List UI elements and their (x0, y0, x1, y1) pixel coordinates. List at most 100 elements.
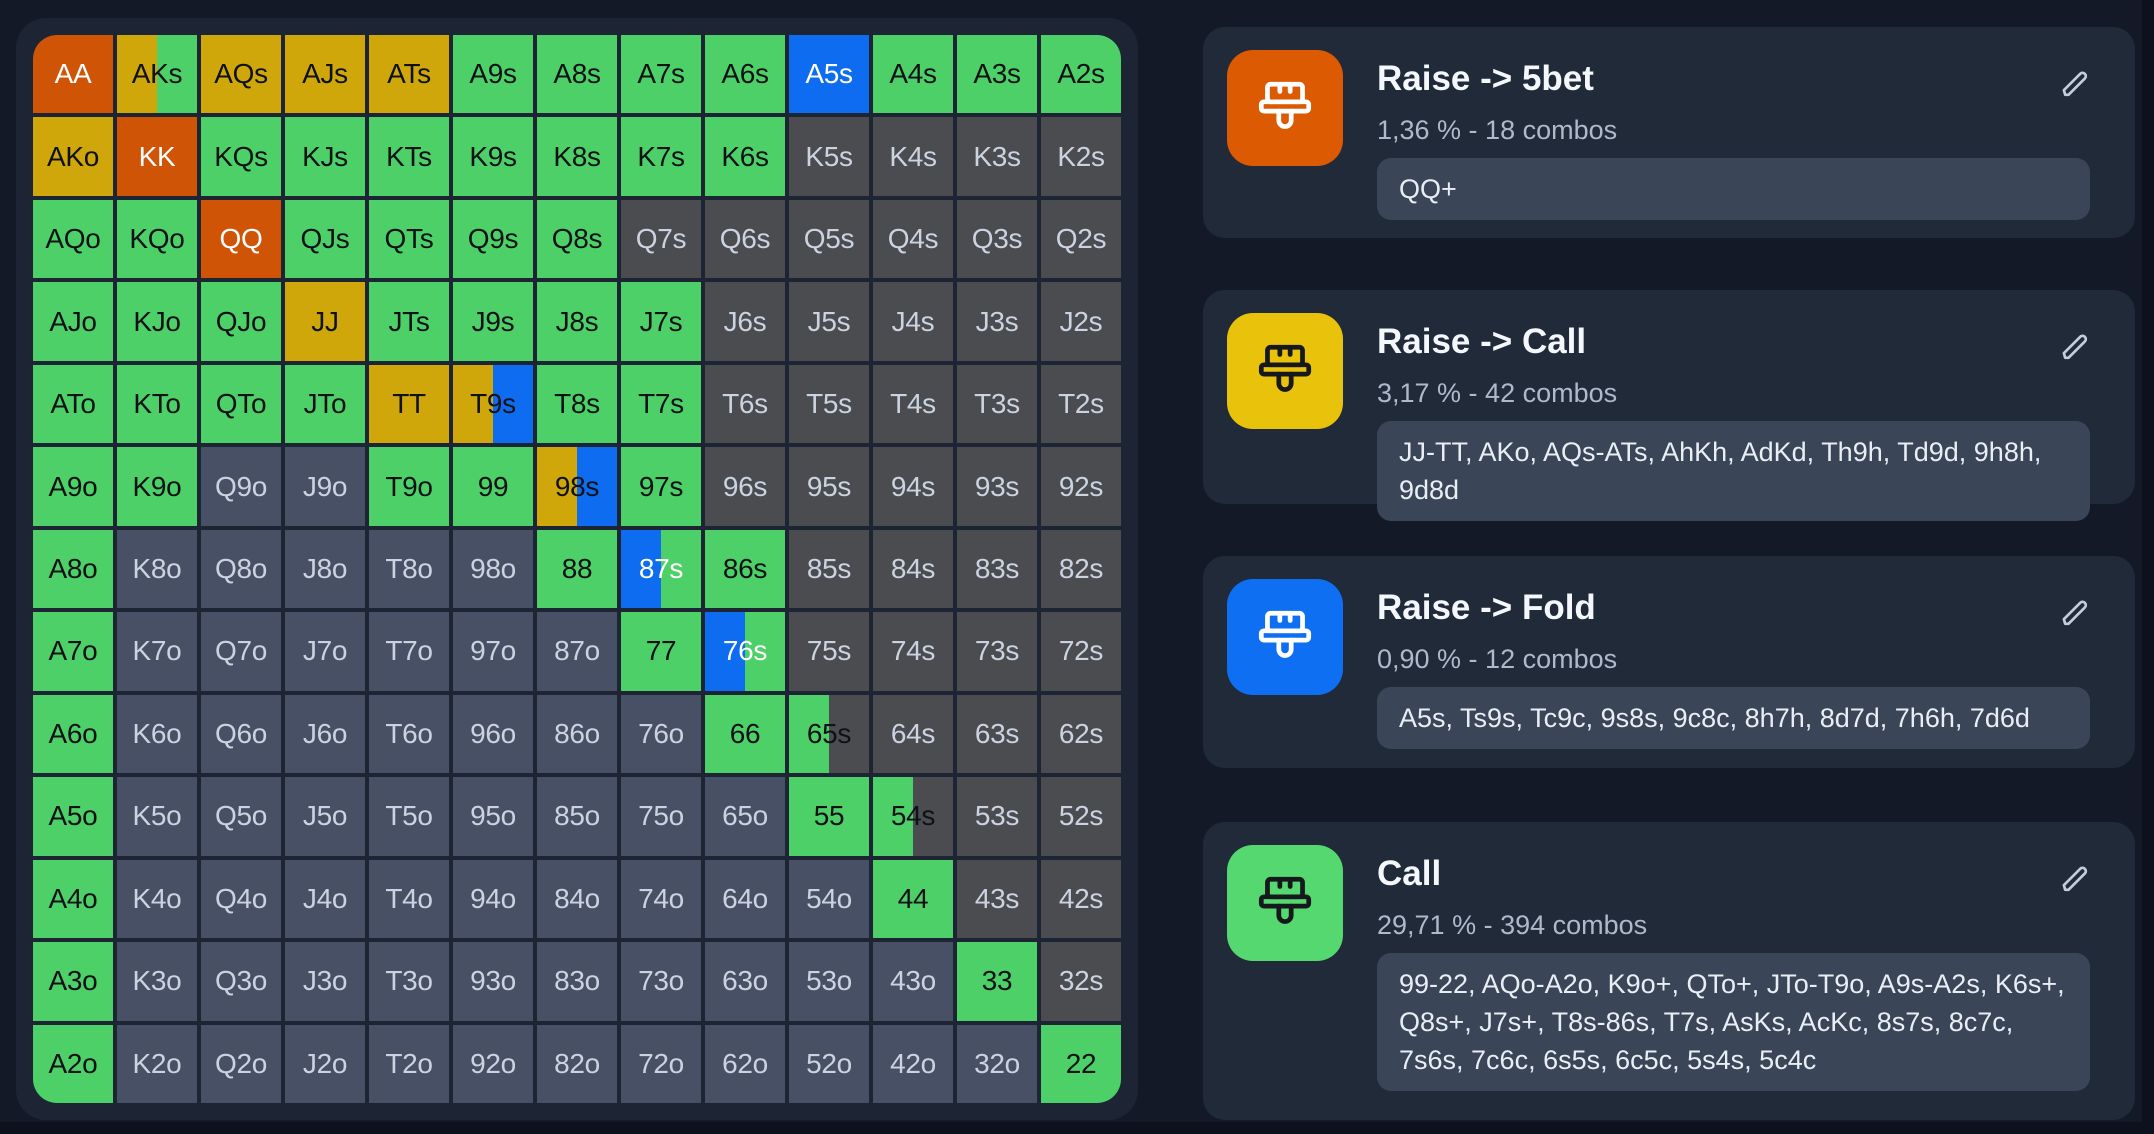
grid-cell-Q2s[interactable]: Q2s (1041, 199, 1121, 279)
grid-cell-54s[interactable]: 54s (873, 777, 953, 856)
edit-pencil-icon[interactable] (2055, 858, 2091, 894)
grid-cell-94s[interactable]: 94s (873, 447, 953, 526)
grid-cell-98o[interactable]: 98o (453, 529, 533, 609)
grid-cell-86o[interactable]: 86o (537, 694, 617, 774)
grid-cell-A3s[interactable]: A3s (957, 35, 1037, 114)
grid-cell-Q8s[interactable]: Q8s (537, 199, 617, 279)
grid-cell-43s[interactable]: 43s (957, 859, 1037, 939)
grid-cell-J4o[interactable]: J4o (285, 859, 365, 939)
grid-cell-96s[interactable]: 96s (705, 447, 785, 526)
grid-cell-74s[interactable]: 74s (873, 612, 953, 691)
grid-cell-83o[interactable]: 83o (537, 942, 617, 1021)
grid-cell-97o[interactable]: 97o (453, 612, 533, 691)
grid-cell-52s[interactable]: 52s (1041, 777, 1121, 856)
grid-cell-J9o[interactable]: J9o (285, 447, 365, 526)
grid-cell-J8s[interactable]: J8s (537, 282, 617, 361)
grid-cell-J4s[interactable]: J4s (873, 282, 953, 361)
paint-brush-button[interactable] (1227, 579, 1343, 695)
grid-cell-95s[interactable]: 95s (789, 447, 869, 526)
grid-cell-72o[interactable]: 72o (621, 1024, 701, 1103)
grid-cell-A7o[interactable]: A7o (33, 612, 113, 691)
grid-cell-96o[interactable]: 96o (453, 694, 533, 774)
grid-cell-87o[interactable]: 87o (537, 612, 617, 691)
grid-cell-KJo[interactable]: KJo (117, 282, 197, 361)
grid-cell-J3o[interactable]: J3o (285, 942, 365, 1021)
grid-cell-77[interactable]: 77 (621, 612, 701, 691)
grid-cell-Q5o[interactable]: Q5o (201, 777, 281, 856)
grid-cell-JTo[interactable]: JTo (285, 364, 365, 444)
grid-cell-J5s[interactable]: J5s (789, 282, 869, 361)
grid-cell-K8o[interactable]: K8o (117, 529, 197, 609)
grid-cell-72s[interactable]: 72s (1041, 612, 1121, 691)
grid-cell-AQo[interactable]: AQo (33, 199, 113, 279)
grid-cell-74o[interactable]: 74o (621, 859, 701, 939)
grid-cell-KJs[interactable]: KJs (285, 117, 365, 196)
grid-cell-42s[interactable]: 42s (1041, 859, 1121, 939)
grid-cell-A6o[interactable]: A6o (33, 694, 113, 774)
grid-cell-T4o[interactable]: T4o (369, 859, 449, 939)
grid-cell-64o[interactable]: 64o (705, 859, 785, 939)
grid-cell-A8o[interactable]: A8o (33, 529, 113, 609)
grid-cell-QJo[interactable]: QJo (201, 282, 281, 361)
grid-cell-T6o[interactable]: T6o (369, 694, 449, 774)
grid-cell-T9o[interactable]: T9o (369, 447, 449, 526)
grid-cell-A2o[interactable]: A2o (33, 1024, 113, 1103)
grid-cell-Q9s[interactable]: Q9s (453, 199, 533, 279)
action-range-tag[interactable]: 99-22, AQo-A2o, K9o+, QTo+, JTo-T9o, A9s… (1377, 953, 2090, 1091)
grid-cell-Q7o[interactable]: Q7o (201, 612, 281, 691)
grid-cell-K2s[interactable]: K2s (1041, 117, 1121, 196)
grid-cell-22[interactable]: 22 (1041, 1024, 1121, 1103)
grid-cell-44[interactable]: 44 (873, 859, 953, 939)
grid-cell-AA[interactable]: AA (33, 35, 113, 114)
grid-cell-A5o[interactable]: A5o (33, 777, 113, 856)
grid-cell-J5o[interactable]: J5o (285, 777, 365, 856)
action-range-tag[interactable]: QQ+ (1377, 158, 2090, 220)
grid-cell-QJs[interactable]: QJs (285, 199, 365, 279)
grid-cell-T6s[interactable]: T6s (705, 364, 785, 444)
grid-cell-K4o[interactable]: K4o (117, 859, 197, 939)
grid-cell-AQs[interactable]: AQs (201, 35, 281, 114)
grid-cell-A4o[interactable]: A4o (33, 859, 113, 939)
grid-cell-52o[interactable]: 52o (789, 1024, 869, 1103)
grid-cell-J2s[interactable]: J2s (1041, 282, 1121, 361)
grid-cell-84s[interactable]: 84s (873, 529, 953, 609)
grid-cell-88[interactable]: 88 (537, 529, 617, 609)
grid-cell-K4s[interactable]: K4s (873, 117, 953, 196)
grid-cell-A6s[interactable]: A6s (705, 35, 785, 114)
grid-cell-A4s[interactable]: A4s (873, 35, 953, 114)
grid-cell-98s[interactable]: 98s (537, 447, 617, 526)
grid-cell-T9s[interactable]: T9s (453, 364, 533, 444)
grid-cell-J9s[interactable]: J9s (453, 282, 533, 361)
grid-cell-73o[interactable]: 73o (621, 942, 701, 1021)
grid-cell-94o[interactable]: 94o (453, 859, 533, 939)
grid-cell-83s[interactable]: 83s (957, 529, 1037, 609)
grid-cell-K5s[interactable]: K5s (789, 117, 869, 196)
grid-cell-KK[interactable]: KK (117, 117, 197, 196)
grid-cell-66[interactable]: 66 (705, 694, 785, 774)
grid-cell-75s[interactable]: 75s (789, 612, 869, 691)
grid-cell-53s[interactable]: 53s (957, 777, 1037, 856)
grid-cell-82o[interactable]: 82o (537, 1024, 617, 1103)
grid-cell-A9s[interactable]: A9s (453, 35, 533, 114)
grid-cell-62o[interactable]: 62o (705, 1024, 785, 1103)
grid-cell-Q8o[interactable]: Q8o (201, 529, 281, 609)
grid-cell-J8o[interactable]: J8o (285, 529, 365, 609)
grid-cell-K6o[interactable]: K6o (117, 694, 197, 774)
grid-cell-A5s[interactable]: A5s (789, 35, 869, 114)
grid-cell-76o[interactable]: 76o (621, 694, 701, 774)
paint-brush-button[interactable] (1227, 50, 1343, 166)
grid-cell-93s[interactable]: 93s (957, 447, 1037, 526)
grid-cell-AJo[interactable]: AJo (33, 282, 113, 361)
grid-cell-32s[interactable]: 32s (1041, 942, 1121, 1021)
grid-cell-AKo[interactable]: AKo (33, 117, 113, 196)
grid-cell-T3s[interactable]: T3s (957, 364, 1037, 444)
grid-cell-KTs[interactable]: KTs (369, 117, 449, 196)
grid-cell-A9o[interactable]: A9o (33, 447, 113, 526)
grid-cell-Q6o[interactable]: Q6o (201, 694, 281, 774)
grid-cell-KQo[interactable]: KQo (117, 199, 197, 279)
grid-cell-92s[interactable]: 92s (1041, 447, 1121, 526)
grid-cell-J3s[interactable]: J3s (957, 282, 1037, 361)
grid-cell-95o[interactable]: 95o (453, 777, 533, 856)
grid-cell-Q7s[interactable]: Q7s (621, 199, 701, 279)
grid-cell-K9o[interactable]: K9o (117, 447, 197, 526)
